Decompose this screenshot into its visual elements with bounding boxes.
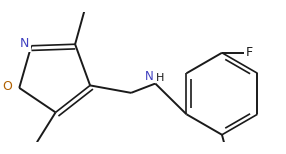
Text: F: F xyxy=(246,46,253,59)
Text: O: O xyxy=(2,80,12,93)
Text: N: N xyxy=(20,37,29,50)
Text: H: H xyxy=(156,73,165,83)
Text: N: N xyxy=(145,70,154,83)
